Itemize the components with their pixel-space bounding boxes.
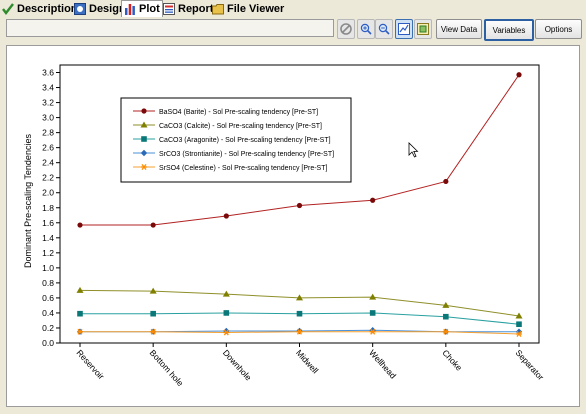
y-tick-label: 0.8 (42, 278, 54, 288)
mouse-cursor-icon (408, 142, 419, 158)
no-entry-icon[interactable] (337, 19, 355, 39)
tab-file-viewer[interactable]: File Viewer (212, 1, 284, 16)
data-point (369, 293, 377, 300)
tab-plot-label: Plot (139, 3, 160, 15)
tab-design[interactable]: Design (74, 1, 126, 16)
legend-entry: BaSO4 (Barite) - Sol Pre-scaling tendenc… (159, 109, 318, 116)
legend-marker (141, 108, 147, 114)
x-tick-label: Downhole (221, 348, 254, 383)
tab-description-label: Description (17, 2, 78, 15)
data-point (296, 310, 303, 317)
data-point (150, 222, 156, 228)
data-point (77, 328, 83, 335)
y-tick-label: 3.0 (42, 113, 54, 123)
y-tick-label: 2.4 (42, 158, 54, 168)
tab-bar: Description Design Plot Report File View… (0, 0, 586, 17)
legend-marker (140, 149, 148, 157)
data-point (150, 328, 157, 335)
y-tick-label: 1.2 (42, 248, 54, 258)
check-icon (2, 2, 14, 15)
y-tick-label: 2.8 (42, 128, 54, 138)
data-point (76, 286, 84, 293)
chart-view-icon[interactable] (395, 19, 413, 39)
y-tick-label: 3.4 (42, 83, 54, 93)
legend-marker (140, 121, 148, 128)
data-point (149, 287, 157, 294)
y-tick-label: 0.6 (42, 293, 54, 303)
y-axis-label: Dominant Pre-scaling Tendencies (23, 134, 33, 268)
chart-settings-icon[interactable] (414, 19, 432, 39)
y-tick-label: 1.6 (42, 218, 54, 228)
folder-icon (212, 3, 224, 15)
data-point (515, 328, 523, 335)
data-point (77, 310, 83, 317)
data-point (150, 310, 156, 317)
legend-entry: CaCO3 (Calcite) - Sol Pre-scaling tenden… (159, 123, 322, 130)
report-icon (163, 2, 175, 15)
view-data-button[interactable]: View Data (436, 19, 482, 39)
data-point (296, 328, 303, 335)
data-point (369, 310, 376, 316)
data-point (296, 294, 303, 301)
status-field (6, 19, 334, 37)
legend-entry: SrSO4 (Celestine) - Sol Pre-scaling tend… (159, 165, 328, 172)
x-tick-label: Midwell (294, 348, 320, 376)
y-tick-label: 2.6 (42, 143, 54, 153)
x-tick-label: Bottom hole (148, 348, 186, 389)
legend-box (120, 97, 352, 183)
y-tick-label: 2.2 (42, 173, 54, 183)
legend-marker (141, 164, 147, 170)
tab-design-label: Design (89, 2, 126, 15)
y-tick-label: 1.4 (42, 233, 54, 243)
x-tick-label: Reservoir (75, 348, 107, 382)
chart-legend: BaSO4 (Barite) - Sol Pre-scaling tendenc… (120, 97, 352, 183)
legend-marker (141, 136, 147, 142)
data-point (442, 301, 450, 308)
bar-chart-icon (124, 3, 136, 15)
legend-entry: SrCO3 (Strontianite) - Sol Pre-scaling t… (159, 151, 334, 158)
y-tick-label: 0.2 (42, 323, 54, 333)
x-tick-label: Separator (514, 348, 547, 383)
line-chart: Dominant Pre-scaling Tendencies 0.0 0.2 0.… (23, 64, 547, 389)
data-point (516, 330, 522, 337)
y-tick-label: 3.6 (42, 68, 54, 78)
design-icon (74, 2, 86, 15)
tab-report[interactable]: Report (163, 1, 213, 16)
tab-file-viewer-label: File Viewer (227, 2, 285, 15)
data-point (223, 329, 230, 336)
data-point (77, 222, 83, 228)
y-tick-label: 1.0 (42, 263, 54, 273)
data-point (222, 290, 230, 297)
data-point (296, 202, 303, 209)
data-point (370, 197, 376, 203)
plot-toolbar: View Data Variables Options (0, 17, 586, 41)
zoom-in-icon[interactable] (357, 19, 375, 39)
tab-description[interactable]: Description (2, 1, 78, 16)
plot-panel: Dominant Pre-scaling Tendencies 0.0 0.2 0.… (6, 45, 580, 407)
data-point (443, 178, 449, 185)
data-point (515, 312, 523, 319)
y-tick-label: 0.0 (42, 338, 54, 348)
data-point (443, 313, 449, 320)
data-point (516, 72, 522, 78)
data-point (369, 328, 376, 335)
data-point (223, 310, 230, 316)
y-tick-label: 1.8 (42, 203, 54, 213)
zoom-out-icon[interactable] (375, 19, 393, 39)
data-point (442, 328, 449, 335)
legend-entry: CaCO3 (Aragonite) - Sol Pre-scaling tend… (159, 137, 331, 144)
y-tick-label: 2.0 (42, 188, 54, 198)
x-tick-label: Choke (440, 348, 464, 373)
tab-plot[interactable]: Plot (121, 0, 163, 17)
x-tick-label: Wellhead (367, 348, 398, 381)
tab-report-label: Report (178, 2, 214, 15)
data-point (516, 321, 522, 328)
options-button[interactable]: Options (535, 19, 582, 39)
data-point (223, 213, 229, 219)
chart-series (76, 72, 523, 337)
y-tick-label: 0.4 (42, 308, 54, 318)
y-tick-label: 3.2 (42, 98, 54, 108)
variables-button[interactable]: Variables (484, 19, 534, 41)
